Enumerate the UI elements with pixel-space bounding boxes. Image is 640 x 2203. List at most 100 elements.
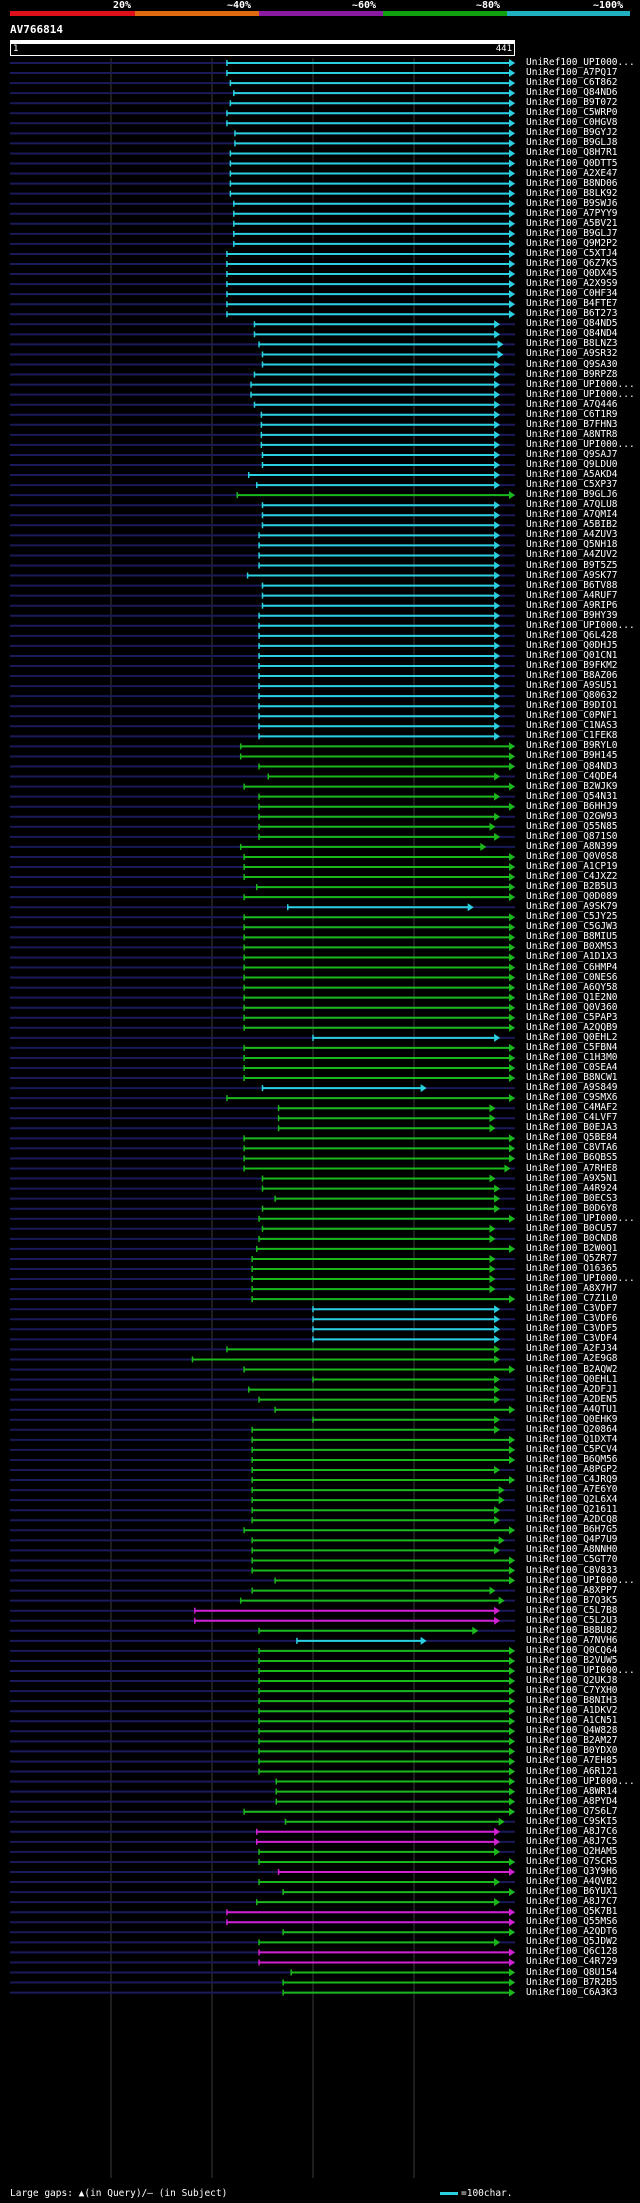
hit-bar[interactable]: [251, 1586, 496, 1595]
hit-label[interactable]: UniRef100_A4RUF7: [526, 589, 618, 601]
hit-label[interactable]: UniRef100_A4ZUV2: [526, 549, 618, 561]
hit-bar[interactable]: [258, 832, 501, 841]
hit-label[interactable]: UniRef100_B7FHN3: [526, 418, 618, 430]
hit-bar[interactable]: [247, 471, 501, 480]
hit-bar[interactable]: [251, 1546, 501, 1555]
hit-label[interactable]: UniRef100_Q0V0S8: [526, 850, 618, 862]
hit-bar[interactable]: [256, 1898, 501, 1907]
hit-label[interactable]: UniRef100_Q1E2N0: [526, 991, 618, 1003]
hit-bar[interactable]: [226, 1918, 515, 1927]
hit-bar[interactable]: [251, 1516, 501, 1525]
hit-label[interactable]: UniRef100_A1DKV2: [526, 1705, 618, 1717]
hit-bar[interactable]: [239, 752, 515, 761]
hit-label[interactable]: UniRef100_Q5ZR77: [526, 1252, 618, 1264]
hit-bar[interactable]: [251, 1295, 515, 1304]
hit-bar[interactable]: [312, 1305, 501, 1314]
hit-bar[interactable]: [261, 360, 501, 369]
hit-label[interactable]: UniRef100_C0HF34: [526, 288, 618, 300]
hit-label[interactable]: UniRef100_B9FKM2: [526, 660, 618, 671]
hit-bar[interactable]: [191, 1355, 501, 1364]
hit-label[interactable]: UniRef100_B6T273: [526, 308, 618, 320]
hit-label[interactable]: UniRef100_A7E6Y0: [526, 1484, 618, 1496]
hit-bar[interactable]: [258, 651, 501, 660]
hit-label[interactable]: UniRef100_C5PAP3: [526, 1011, 618, 1023]
hit-bar[interactable]: [258, 561, 501, 570]
hit-label[interactable]: UniRef100_A1D1X3: [526, 951, 618, 963]
hit-bar[interactable]: [256, 1837, 501, 1846]
hit-label[interactable]: UniRef100_C9SKI5: [526, 1815, 618, 1827]
hit-bar[interactable]: [261, 1184, 501, 1193]
hit-label[interactable]: UniRef100_B0ECS3: [526, 1192, 618, 1204]
hit-label[interactable]: UniRef100_A8X7H7: [526, 1283, 618, 1295]
hit-bar[interactable]: [258, 1857, 515, 1866]
hit-label[interactable]: UniRef100_C4JXZ2: [526, 871, 618, 883]
hit-bar[interactable]: [258, 1878, 501, 1887]
hit-bar[interactable]: [258, 1646, 515, 1655]
hit-bar[interactable]: [261, 521, 501, 530]
hit-bar[interactable]: [250, 380, 501, 389]
hit-label[interactable]: UniRef100_Q0DTT5: [526, 157, 618, 169]
hit-label[interactable]: UniRef100_Q5JDW2: [526, 1936, 618, 1948]
hit-label[interactable]: UniRef100_A8J7C7: [526, 1896, 618, 1908]
hit-bar[interactable]: [243, 1807, 515, 1816]
hit-bar[interactable]: [250, 390, 501, 399]
hit-bar[interactable]: [243, 933, 515, 942]
hit-label[interactable]: UniRef100_A2QDT6: [526, 1926, 618, 1938]
hit-bar[interactable]: [226, 310, 515, 319]
hit-bar[interactable]: [258, 621, 501, 630]
hit-bar[interactable]: [233, 219, 515, 228]
hit-label[interactable]: UniRef100_Q84ND6: [526, 87, 618, 99]
hit-label[interactable]: UniRef100_A9SK79: [526, 901, 618, 913]
hit-bar[interactable]: [258, 732, 501, 741]
hit-bar[interactable]: [284, 1817, 505, 1826]
hit-label[interactable]: UniRef100_O16365: [526, 1263, 618, 1274]
hit-label[interactable]: UniRef100_B0CND8: [526, 1232, 618, 1244]
hit-bar[interactable]: [251, 1566, 515, 1575]
hit-bar[interactable]: [258, 702, 501, 711]
hit-bar[interactable]: [282, 1978, 515, 1987]
hit-label[interactable]: UniRef100_A7QMI4: [526, 509, 618, 521]
hit-bar[interactable]: [243, 1043, 515, 1052]
hit-label[interactable]: UniRef100_A1CN51: [526, 1715, 618, 1727]
hit-label[interactable]: UniRef100_B9GLJ7: [526, 227, 618, 239]
hit-label[interactable]: UniRef100_A2DEN5: [526, 1393, 618, 1405]
hit-bar[interactable]: [243, 1134, 515, 1143]
hit-label[interactable]: UniRef100_Q54N31: [526, 790, 618, 802]
hit-label[interactable]: UniRef100_UPI000...: [526, 1212, 635, 1224]
hit-bar[interactable]: [243, 1154, 515, 1163]
hit-bar[interactable]: [261, 350, 504, 359]
hit-bar[interactable]: [256, 883, 515, 892]
hit-bar[interactable]: [251, 1506, 501, 1515]
hit-bar[interactable]: [233, 229, 515, 238]
hit-bar[interactable]: [243, 1074, 515, 1083]
hit-bar[interactable]: [251, 1486, 505, 1495]
hit-label[interactable]: UniRef100_C7Z1L0: [526, 1293, 618, 1305]
hit-label[interactable]: UniRef100_C0HGV8: [526, 117, 618, 129]
hit-label[interactable]: UniRef100_B2B5U3: [526, 881, 618, 893]
hit-label[interactable]: UniRef100_B9HY39: [526, 609, 618, 621]
hit-label[interactable]: UniRef100_C4LVF7: [526, 1112, 618, 1124]
hit-bar[interactable]: [258, 641, 501, 650]
hit-label[interactable]: UniRef100_A9SR32: [526, 348, 618, 360]
hit-label[interactable]: UniRef100_Q01CN1: [526, 649, 618, 661]
hit-bar[interactable]: [261, 1204, 501, 1213]
hit-bar[interactable]: [312, 1315, 501, 1324]
hit-bar[interactable]: [261, 501, 501, 510]
hit-bar[interactable]: [229, 189, 515, 198]
hit-bar[interactable]: [261, 511, 501, 520]
hit-bar[interactable]: [258, 1677, 515, 1686]
hit-bar[interactable]: [258, 792, 501, 801]
hit-bar[interactable]: [258, 1395, 501, 1404]
hit-bar[interactable]: [277, 1124, 496, 1133]
hit-bar[interactable]: [253, 320, 501, 329]
hit-label[interactable]: UniRef100_A5BV21: [526, 217, 618, 229]
hit-bar[interactable]: [251, 1496, 505, 1505]
hit-bar[interactable]: [246, 571, 501, 580]
hit-bar[interactable]: [226, 280, 515, 289]
hit-bar[interactable]: [258, 1948, 515, 1957]
hit-label[interactable]: UniRef100_Q8U154: [526, 1966, 618, 1978]
hit-bar[interactable]: [258, 762, 515, 771]
hit-label[interactable]: UniRef100_C0NES6: [526, 971, 618, 983]
hit-label[interactable]: UniRef100_B8BU82: [526, 1624, 618, 1636]
hit-label[interactable]: UniRef100_Q0EHK9: [526, 1413, 618, 1425]
